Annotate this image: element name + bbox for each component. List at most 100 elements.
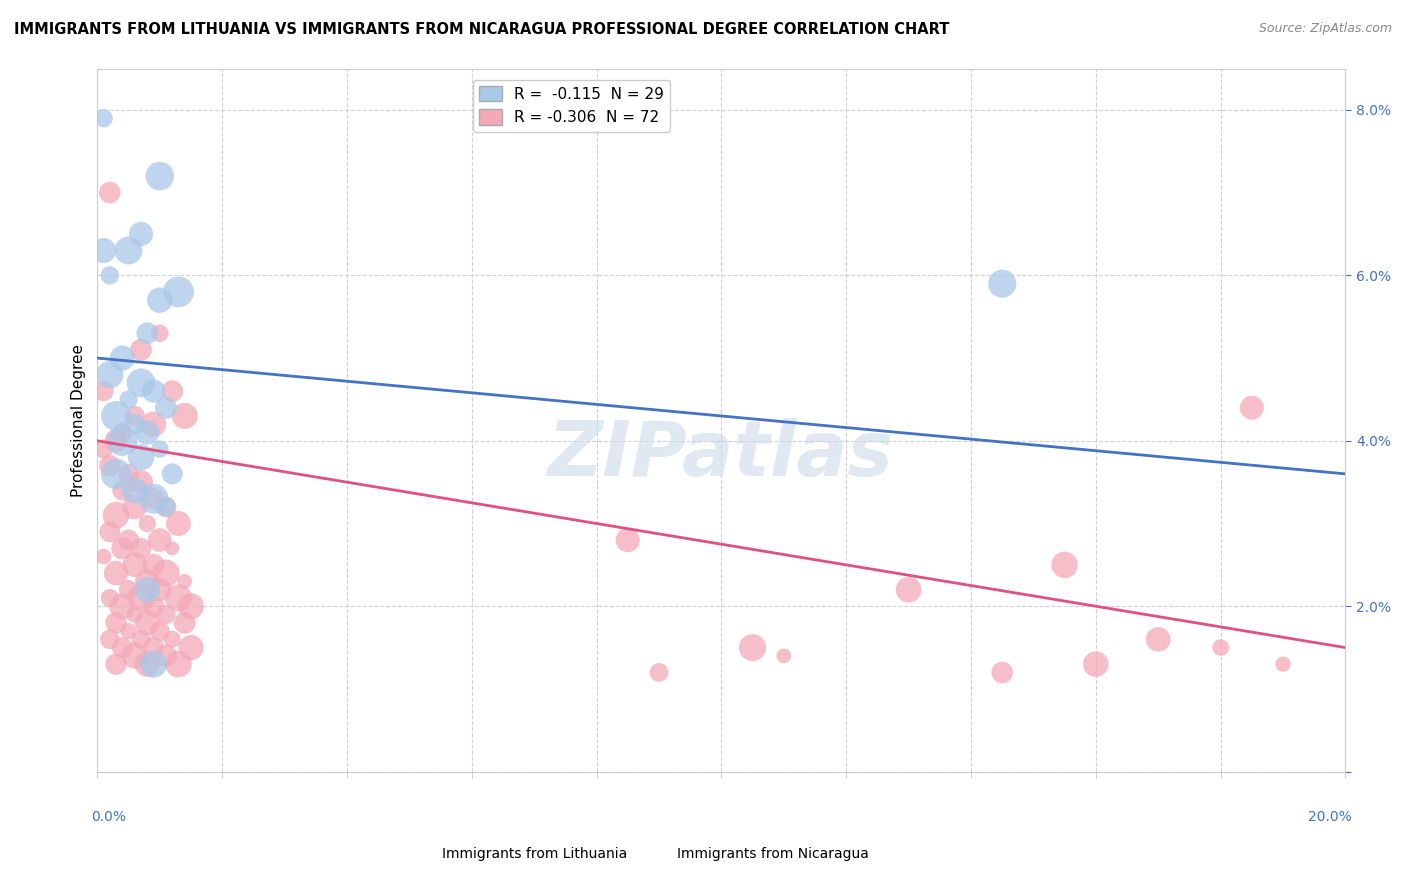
Point [117, 244, 139, 258]
Point [111, 483, 134, 498]
Point [162, 384, 184, 399]
Text: Immigrants from Nicaragua: Immigrants from Nicaragua [678, 847, 869, 861]
Point [136, 615, 159, 630]
Point [105, 566, 128, 581]
Point [155, 401, 177, 415]
Point [117, 467, 139, 481]
Point [117, 392, 139, 407]
Point [124, 483, 146, 498]
Point [129, 343, 152, 357]
Point [129, 632, 152, 647]
Point [105, 508, 128, 523]
Point [149, 582, 172, 597]
Point [105, 434, 128, 448]
Point [180, 599, 202, 614]
Point [129, 475, 152, 490]
Point [129, 591, 152, 605]
Point [136, 425, 159, 440]
Point [142, 491, 165, 506]
Point [149, 326, 172, 341]
Point [98, 591, 121, 605]
Point [98, 632, 121, 647]
Point [105, 657, 128, 672]
Point [98, 186, 121, 200]
Point [173, 615, 195, 630]
Point [142, 384, 165, 399]
Point [155, 648, 177, 663]
Point [155, 500, 177, 514]
Point [124, 648, 146, 663]
Point [105, 409, 128, 423]
Point [129, 376, 152, 390]
Text: Source: ZipAtlas.com: Source: ZipAtlas.com [1258, 22, 1392, 36]
Legend: R =  -0.115  N = 29, R = -0.306  N = 72: R = -0.115 N = 29, R = -0.306 N = 72 [472, 79, 671, 131]
Point [142, 491, 165, 506]
Point [105, 467, 128, 481]
Point [741, 640, 763, 655]
Point [142, 599, 165, 614]
Point [111, 434, 134, 448]
Text: IMMIGRANTS FROM LITHUANIA VS IMMIGRANTS FROM NICARAGUA PROFESSIONAL DEGREE CORRE: IMMIGRANTS FROM LITHUANIA VS IMMIGRANTS … [14, 22, 949, 37]
Point [167, 516, 190, 531]
Point [142, 657, 165, 672]
Point [117, 624, 139, 638]
Point [149, 533, 172, 547]
Point [124, 500, 146, 514]
Point [105, 615, 128, 630]
Point [155, 607, 177, 622]
Point [136, 326, 159, 341]
Point [1147, 632, 1170, 647]
Point [98, 368, 121, 382]
Point [991, 277, 1014, 291]
Point [124, 417, 146, 432]
Point [93, 244, 115, 258]
Point [111, 425, 134, 440]
Text: ZIPatlas: ZIPatlas [548, 418, 894, 492]
Point [1209, 640, 1232, 655]
Point [173, 409, 195, 423]
Point [136, 582, 159, 597]
Point [162, 541, 184, 556]
Point [167, 657, 190, 672]
Point [1240, 401, 1263, 415]
Point [1272, 657, 1295, 672]
Point [149, 624, 172, 638]
Point [173, 574, 195, 589]
Point [129, 450, 152, 465]
Point [897, 582, 920, 597]
Point [117, 582, 139, 597]
Text: Immigrants from Lithuania: Immigrants from Lithuania [441, 847, 627, 861]
Point [93, 549, 115, 564]
Point [124, 409, 146, 423]
Point [991, 665, 1014, 680]
Point [1053, 558, 1076, 572]
Point [98, 268, 121, 283]
Point [155, 500, 177, 514]
Point [149, 293, 172, 307]
Point [129, 541, 152, 556]
Point [142, 417, 165, 432]
Point [180, 640, 202, 655]
Point [93, 442, 115, 456]
Point [111, 541, 134, 556]
Point [162, 632, 184, 647]
Point [1084, 657, 1107, 672]
Point [149, 442, 172, 456]
Point [648, 665, 671, 680]
Text: 20.0%: 20.0% [1308, 810, 1351, 824]
Point [111, 351, 134, 365]
Point [162, 467, 184, 481]
Point [111, 640, 134, 655]
Point [117, 533, 139, 547]
Point [98, 524, 121, 539]
Point [129, 227, 152, 241]
Point [136, 574, 159, 589]
Point [124, 558, 146, 572]
Point [617, 533, 640, 547]
Text: 0.0%: 0.0% [91, 810, 127, 824]
Point [155, 566, 177, 581]
Point [98, 458, 121, 473]
Point [167, 285, 190, 299]
Point [136, 516, 159, 531]
Point [136, 657, 159, 672]
